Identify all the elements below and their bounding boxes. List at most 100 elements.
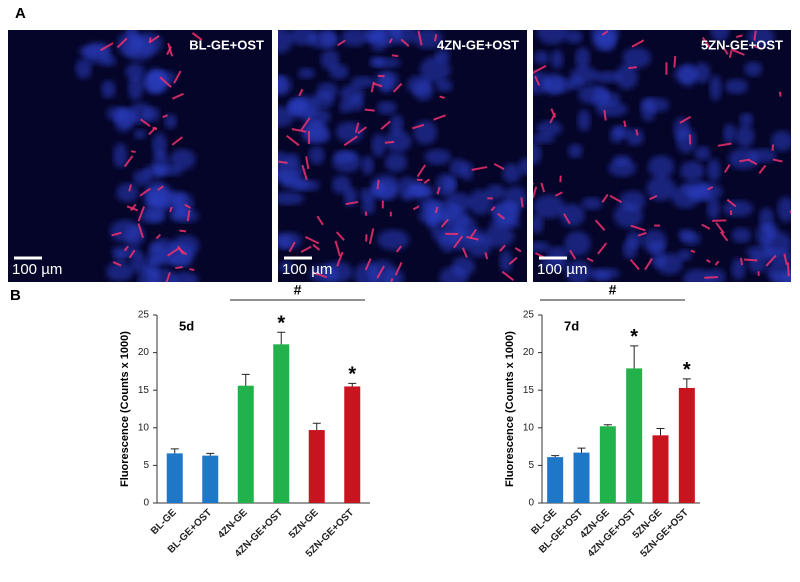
- cell-blob: [525, 143, 542, 164]
- cell-blob: [414, 120, 437, 144]
- cytoskeleton: [189, 269, 194, 270]
- bar: [600, 426, 616, 503]
- y-tick-label: 10: [138, 422, 150, 433]
- cell-blob: [144, 107, 160, 122]
- cell-blob: [566, 30, 583, 44]
- cell-blob: [777, 197, 793, 222]
- cell-blob: [364, 32, 378, 44]
- cell-blob: [728, 148, 758, 169]
- cell-blob: [537, 21, 569, 45]
- cytoskeleton: [704, 277, 718, 278]
- bracket-label: #: [609, 282, 617, 298]
- cell-blob: [594, 271, 610, 281]
- error-bar: [242, 374, 250, 385]
- cell-blob: [362, 198, 376, 215]
- y-axis-label: Fluorescence (Counts x 1000): [504, 331, 516, 487]
- cell-blob: [610, 126, 624, 143]
- cell-blob: [372, 58, 401, 68]
- y-tick-label: 10: [523, 422, 535, 433]
- cell-blob: [731, 258, 745, 280]
- cell-blob: [502, 163, 520, 183]
- cell-blob: [289, 26, 316, 45]
- bracket-label: #: [294, 282, 302, 298]
- error-bar: [604, 425, 612, 427]
- cell-blob: [114, 108, 133, 132]
- cell-blob: [766, 261, 795, 282]
- cell-blob: [145, 197, 166, 221]
- cell-blob: [468, 190, 492, 215]
- y-tick-label: 20: [523, 347, 535, 358]
- error-bar: [630, 346, 638, 369]
- x-tick-label: 4ZN-GE: [216, 507, 250, 541]
- bar: [309, 430, 325, 503]
- cell-blob: [528, 241, 550, 252]
- cell-blob: [680, 161, 705, 181]
- bar: [653, 435, 669, 503]
- cell-blob: [321, 29, 336, 47]
- cell-blob: [746, 246, 774, 258]
- cytoskeleton: [131, 151, 135, 152]
- cell-blob: [707, 158, 721, 181]
- chart-title: 7d: [564, 318, 579, 333]
- cytoskeleton: [392, 55, 398, 56]
- cell-blob: [534, 51, 550, 65]
- cell-blob: [377, 230, 409, 250]
- error-bar: [578, 448, 586, 453]
- panel-label: A: [15, 5, 26, 22]
- cell-blob: [763, 223, 779, 238]
- cell-blob: [171, 209, 199, 222]
- cell-blob: [128, 76, 143, 101]
- cell-blob: [739, 113, 753, 127]
- cytoskeleton: [712, 220, 726, 221]
- cell-blob: [372, 134, 386, 157]
- error-bar: [551, 456, 559, 458]
- scale-label: 100 µm: [12, 261, 62, 278]
- bar: [574, 453, 590, 503]
- cytoskeleton: [440, 97, 445, 98]
- cytoskeleton: [365, 110, 375, 111]
- micrograph: [525, 19, 799, 289]
- bar: [167, 453, 183, 503]
- x-tick-label: 5ZN-GE+OST: [638, 507, 690, 559]
- micrograph: [263, 22, 533, 290]
- bar: [547, 457, 563, 503]
- y-tick-label: 0: [528, 498, 534, 509]
- cytoskeleton: [636, 129, 637, 135]
- cytoskeleton: [780, 92, 781, 97]
- cell-blob: [309, 146, 325, 164]
- cell-blob: [578, 110, 591, 132]
- cell-blob: [133, 170, 152, 186]
- cell-blob: [709, 75, 721, 100]
- cell-blob: [113, 251, 128, 262]
- cell-blob: [413, 81, 433, 101]
- cytoskeleton: [175, 267, 182, 268]
- cell-blob: [648, 156, 674, 179]
- cytoskeleton: [674, 56, 675, 68]
- cell-blob: [384, 130, 411, 152]
- panel-label: B: [10, 287, 21, 304]
- cell-blob: [351, 76, 376, 87]
- cell-blob: [725, 79, 748, 94]
- y-tick-label: 25: [523, 310, 535, 321]
- chart-title: 5d: [179, 318, 194, 333]
- cell-blob: [101, 80, 115, 98]
- significance-star: *: [683, 359, 691, 381]
- cell-blob: [736, 125, 755, 147]
- significance-star: *: [277, 313, 285, 335]
- cell-blob: [499, 250, 512, 272]
- cell-blob: [723, 200, 754, 216]
- cell-blob: [424, 149, 451, 164]
- cytoskeleton: [744, 259, 757, 260]
- cell-blob: [385, 153, 407, 172]
- y-axis-label: Fluorescence (Counts x 1000): [119, 331, 131, 487]
- cell-blob: [110, 220, 140, 243]
- cell-blob: [744, 62, 762, 77]
- image-label: 4ZN-GE+OST: [437, 37, 519, 52]
- cell-blob: [452, 256, 475, 276]
- y-tick-label: 5: [143, 460, 149, 471]
- cell-blob: [568, 144, 583, 158]
- cell-blob: [608, 159, 636, 176]
- cell-blob: [641, 98, 656, 121]
- bar: [273, 344, 289, 503]
- cell-blob: [693, 63, 710, 84]
